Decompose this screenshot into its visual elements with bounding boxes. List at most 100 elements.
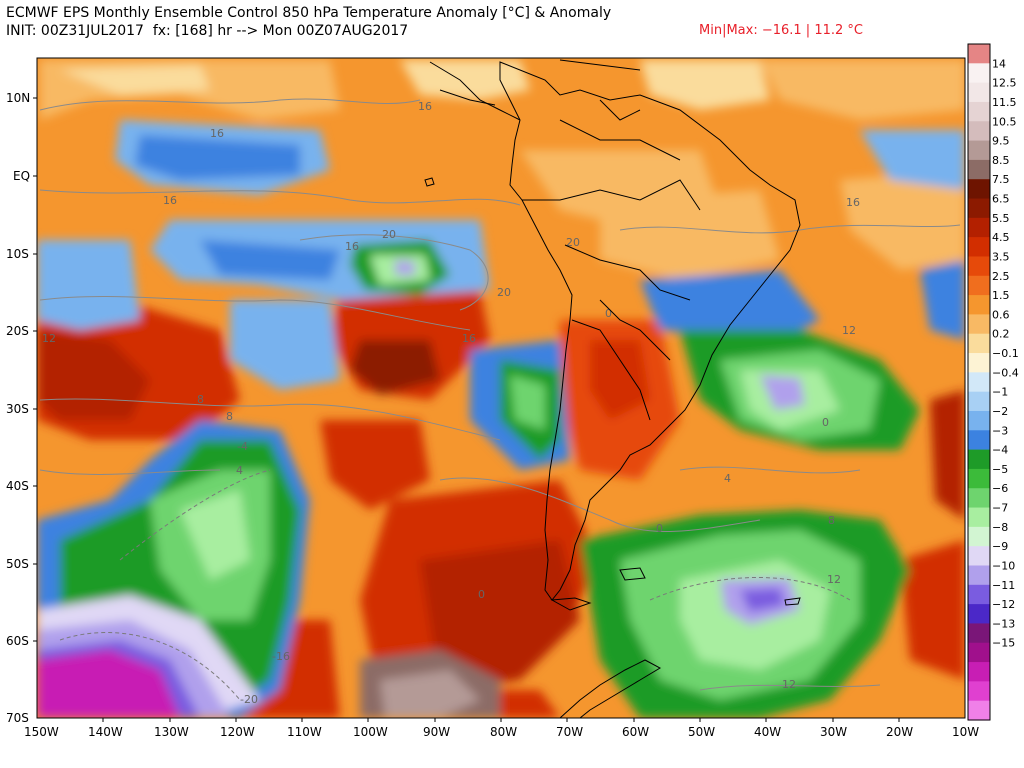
colorbar-label: 2.5 <box>992 270 1010 283</box>
contour-label: 4 <box>724 472 731 485</box>
colorbar-label: 12.5 <box>992 77 1017 90</box>
contour-label: 8 <box>828 514 835 527</box>
colorbar-label: −0.1 <box>992 347 1019 360</box>
colorbar <box>967 43 991 721</box>
field-shading <box>37 60 965 718</box>
lon-label: 20W <box>886 725 913 739</box>
colorbar-label: 0.6 <box>992 308 1010 321</box>
contour-label: 16 <box>846 196 860 209</box>
contour-label: 0 <box>656 522 663 535</box>
lon-label: 60W <box>622 725 649 739</box>
colorbar-swatch <box>968 449 990 470</box>
lon-label: 80W <box>490 725 517 739</box>
colorbar-label: 9.5 <box>992 135 1010 148</box>
colorbar-swatch <box>968 159 990 180</box>
contour-label: 12 <box>782 678 796 691</box>
colorbar-swatch <box>968 140 990 161</box>
colorbar-label: 1.5 <box>992 289 1010 302</box>
colorbar-swatch <box>968 179 990 200</box>
colorbar-swatch <box>968 700 990 721</box>
colorbar-swatch <box>968 662 990 682</box>
colorbar-label: 6.5 <box>992 193 1010 206</box>
lon-label: 50W <box>688 725 715 739</box>
colorbar-swatch <box>968 507 990 528</box>
contour-label-group: 16 16 20 20 16 12 8 4 0 -4 0 4 8 12 0 16… <box>42 100 860 706</box>
colorbar-swatch <box>968 488 990 509</box>
colorbar-swatch <box>968 198 990 219</box>
contour-label: 16 <box>418 100 432 113</box>
chart-title: ECMWF EPS Monthly Ensemble Control 850 h… <box>6 5 612 21</box>
colorbar-label: 0.2 <box>992 328 1010 341</box>
colorbar-label: −9 <box>992 540 1008 553</box>
colorbar-swatch <box>968 623 990 644</box>
colorbar-label: −8 <box>992 521 1008 534</box>
lat-axis: 10N EQ 10S 20S 30S 40S 50S 60S 70S <box>6 91 30 725</box>
contour-label: 4 <box>236 464 243 477</box>
contour-label: 16 <box>345 240 359 253</box>
lon-label: 140W <box>88 725 123 739</box>
colorbar-swatch <box>968 546 990 567</box>
colorbar-swatch <box>968 642 990 663</box>
lon-axis: 150W 140W 130W 120W 110W 100W 90W 80W 70… <box>24 725 979 739</box>
contour-label: -4 <box>237 440 248 453</box>
lat-label: 70S <box>6 711 29 725</box>
contour-label: 16 <box>462 332 476 345</box>
contour-label: 0 <box>605 307 612 320</box>
lat-label: 30S <box>6 402 29 416</box>
lat-label: EQ <box>13 169 30 183</box>
colorbar-label: −0.4 <box>992 366 1019 379</box>
colorbar-label: 5.5 <box>992 212 1010 225</box>
contour-label: 8 <box>226 410 233 423</box>
lon-label: 100W <box>353 725 388 739</box>
colorbar-label: 7.5 <box>992 173 1010 186</box>
contour-label: -20 <box>240 693 258 706</box>
colorbar-label: −12 <box>992 598 1015 611</box>
lat-label: 10S <box>6 247 29 261</box>
colorbar-labels: 14 12.5 11.5 10.5 9.5 8.5 7.5 6.5 5.5 4.5 3.5 2.5 1.… <box>992 57 1019 649</box>
anomaly-field: 16 16 20 20 16 12 8 4 0 -4 0 4 8 12 0 16… <box>37 58 965 718</box>
lat-label: 60S <box>6 634 29 648</box>
lat-ticks <box>33 97 37 642</box>
colorbar-swatch <box>968 217 990 238</box>
lat-label: 20S <box>6 324 29 338</box>
colorbar-label: −10 <box>992 560 1015 573</box>
colorbar-swatch <box>968 526 990 547</box>
lon-label: 110W <box>287 725 322 739</box>
colorbar-swatch <box>968 295 990 315</box>
colorbar-swatch <box>968 44 990 64</box>
chart-subtitle-init: INIT: 00Z31JUL2017 fx: [168] hr --> Mon … <box>6 23 409 39</box>
lon-label: 150W <box>24 725 59 739</box>
colorbar-swatch <box>968 314 990 335</box>
colorbar-swatch <box>968 275 990 296</box>
colorbar-swatch <box>968 101 990 122</box>
colorbar-swatch <box>968 391 990 412</box>
colorbar-swatch <box>968 63 990 84</box>
negative-contours <box>59 469 851 701</box>
contour-label: 0 <box>478 588 485 601</box>
lon-label: 70W <box>556 725 583 739</box>
colorbar-swatch <box>968 121 990 142</box>
colorbar-label: 10.5 <box>992 115 1017 128</box>
colorbar-swatch <box>968 584 990 605</box>
colorbar-label: −3 <box>992 424 1008 437</box>
colorbar-swatch <box>968 410 990 431</box>
contour-label: 0 <box>822 416 829 429</box>
colorbar-swatch <box>968 681 990 702</box>
colorbar-swatch <box>968 237 990 258</box>
contour-label: 16 <box>210 127 224 140</box>
min-max-readout: Min|Max: −16.1 | 11.2 °C <box>699 23 863 38</box>
lon-ticks <box>102 718 900 722</box>
colorbar-label: 11.5 <box>992 96 1017 109</box>
lon-label: 40W <box>754 725 781 739</box>
colorbar-label: −13 <box>992 617 1015 630</box>
colorbar-label: −4 <box>992 444 1008 457</box>
colorbar-label: −11 <box>992 579 1015 592</box>
lon-label: 10W <box>952 725 979 739</box>
contour-label: 20 <box>497 286 511 299</box>
lat-label: 50S <box>6 557 29 571</box>
colorbar-label: −7 <box>992 502 1008 515</box>
colorbar-frame <box>967 43 991 721</box>
colorbar-label: −6 <box>992 482 1008 495</box>
colorbar-swatch <box>968 353 990 373</box>
